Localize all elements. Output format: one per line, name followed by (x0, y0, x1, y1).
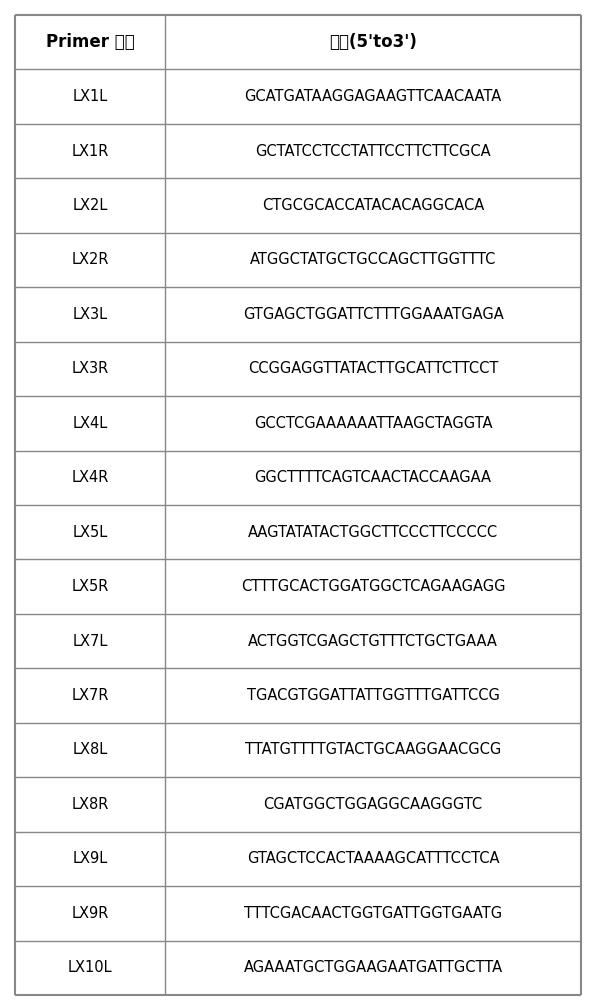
Text: TGACGTGGATTATTGGTTTGATTCCG: TGACGTGGATTATTGGTTTGATTCCG (247, 688, 499, 703)
Text: LX3L: LX3L (72, 307, 107, 322)
Text: AAGTATATACTGGCTTCCCTTCCCCC: AAGTATATACTGGCTTCCCTTCCCCC (248, 525, 498, 540)
Text: LX7R: LX7R (71, 688, 108, 703)
Text: CTTTGCACTGGATGGCTCAGAAGAGG: CTTTGCACTGGATGGCTCAGAAGAGG (241, 579, 505, 594)
Text: TTATGTTTTGTACTGCAAGGAACGCG: TTATGTTTTGTACTGCAAGGAACGCG (245, 742, 501, 758)
Text: LX10L: LX10L (67, 960, 112, 975)
Text: GGCTTTTCAGTCAACTACCAAGAA: GGCTTTTCAGTCAACTACCAAGAA (254, 470, 492, 485)
Text: LX2L: LX2L (72, 198, 108, 213)
Text: LX9R: LX9R (72, 906, 108, 921)
Text: TTTCGACAACTGGTGATTGGTGAATG: TTTCGACAACTGGTGATTGGTGAATG (244, 906, 502, 921)
Text: GTAGCTCCACTAAAAGCATTTCCTCA: GTAGCTCCACTAAAAGCATTTCCTCA (247, 851, 499, 866)
Text: GTGAGCTGGATTCTTTGGAAATGAGA: GTGAGCTGGATTCTTTGGAAATGAGA (243, 307, 504, 322)
Text: LX5L: LX5L (72, 525, 107, 540)
Text: ATGGCTATGCTGCCAGCTTGGTTTC: ATGGCTATGCTGCCAGCTTGGTTTC (250, 252, 496, 267)
Text: GCCTCGAAAAAATTAAGCTAGGTA: GCCTCGAAAAAATTAAGCTAGGTA (254, 416, 492, 431)
Text: LX3R: LX3R (72, 361, 108, 376)
Text: 序列(5'to3'): 序列(5'to3') (329, 33, 417, 51)
Text: ACTGGTCGAGCTGTTTCTGCTGAAA: ACTGGTCGAGCTGTTTCTGCTGAAA (248, 634, 498, 649)
Text: AGAAATGCTGGAAGAATGATTGCTTA: AGAAATGCTGGAAGAATGATTGCTTA (243, 960, 502, 975)
Text: LX1L: LX1L (72, 89, 107, 104)
Text: LX8L: LX8L (72, 742, 107, 758)
Text: LX1R: LX1R (72, 144, 108, 159)
Text: CCGGAGGTTATACTTGCATTCTTCCT: CCGGAGGTTATACTTGCATTCTTCCT (248, 361, 498, 376)
Text: LX7L: LX7L (72, 634, 108, 649)
Text: CGATGGCTGGAGGCAAGGGTC: CGATGGCTGGAGGCAAGGGTC (263, 797, 483, 812)
Text: LX2R: LX2R (71, 252, 108, 267)
Text: GCTATCCTCCTATTCCTTCTTCGCA: GCTATCCTCCTATTCCTTCTTCGCA (255, 144, 491, 159)
Text: LX4R: LX4R (72, 470, 108, 485)
Text: LX4L: LX4L (72, 416, 107, 431)
Text: GCATGATAAGGAGAAGTTCAACAATA: GCATGATAAGGAGAAGTTCAACAATA (244, 89, 502, 104)
Text: CTGCGCACCATACACAGGCACA: CTGCGCACCATACACAGGCACA (262, 198, 484, 213)
Text: LX5R: LX5R (72, 579, 108, 594)
Text: LX9L: LX9L (72, 851, 107, 866)
Text: Primer 名称: Primer 名称 (45, 33, 134, 51)
Text: LX8R: LX8R (72, 797, 108, 812)
